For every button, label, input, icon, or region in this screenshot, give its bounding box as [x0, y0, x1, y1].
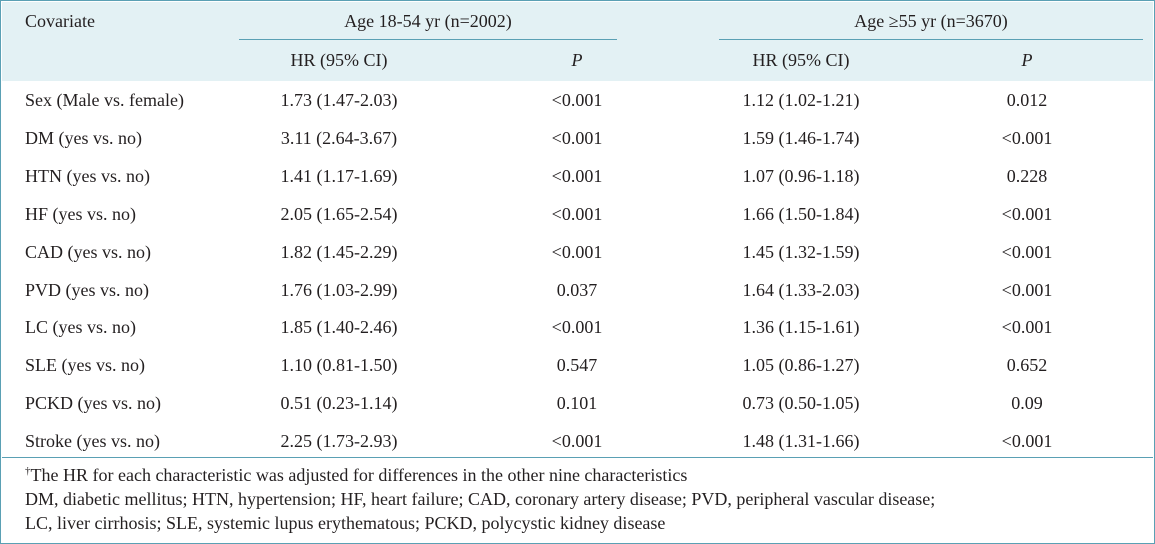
- group2-rule: [719, 39, 1143, 40]
- row-p-group1: 0.547: [556, 355, 598, 375]
- row-hr-group2: 1.66 (1.50-1.84): [742, 204, 860, 224]
- row-hr-group2: 1.05 (0.86-1.27): [742, 355, 860, 375]
- row-p-group2: <0.001: [1001, 204, 1053, 224]
- group1-rule: [239, 39, 617, 40]
- row-p-group1: <0.001: [551, 204, 603, 224]
- row-p-group1: <0.001: [551, 90, 603, 110]
- row-p-group2: <0.001: [1001, 280, 1053, 300]
- row-p-group1: <0.001: [551, 242, 603, 262]
- row-hr-group2: 0.73 (0.50-1.05): [742, 393, 860, 413]
- row-hr-group1: 1.85 (1.40-2.46): [280, 317, 398, 337]
- covariate-column-header: Covariate: [25, 11, 95, 31]
- row-hr-group1: 1.76 (1.03-2.99): [280, 280, 398, 300]
- footnote-adjustment: †The HR for each characteristic was adju…: [25, 464, 1144, 486]
- row-covariate: PCKD (yes vs. no): [25, 393, 162, 413]
- row-hr-group1: 2.25 (1.73-2.93): [280, 431, 398, 451]
- footnote-abbreviations-2: LC, liver cirrhosis; SLE, systemic lupus…: [25, 513, 666, 533]
- group2-hr-header: HR (95% CI): [752, 50, 850, 70]
- row-hr-group2: 1.59 (1.46-1.74): [742, 128, 860, 148]
- row-covariate: LC (yes vs. no): [25, 317, 136, 337]
- row-p-group2: <0.001: [1001, 431, 1053, 451]
- row-hr-group1: 1.41 (1.17-1.69): [280, 166, 398, 186]
- group1-p-header: P: [477, 49, 677, 71]
- row-hr-group2: 1.64 (1.33-2.03): [742, 280, 860, 300]
- row-hr-group2: 1.48 (1.31-1.66): [742, 431, 860, 451]
- row-covariate: HF (yes vs. no): [25, 204, 136, 224]
- row-hr-group1: 1.10 (0.81-1.50): [280, 355, 398, 375]
- footnote-abbreviations-1: DM, diabetic mellitus; HTN, hypertension…: [25, 489, 936, 509]
- group1-p-label: P: [571, 50, 583, 70]
- row-covariate: DM (yes vs. no): [25, 128, 142, 148]
- footnote-adjustment-text: The HR for each characteristic was adjus…: [30, 465, 688, 485]
- row-p-group1: 0.101: [556, 393, 598, 413]
- row-p-group2: <0.001: [1001, 317, 1053, 337]
- row-hr-group1: 0.51 (0.23-1.14): [280, 393, 398, 413]
- row-p-group1: <0.001: [551, 128, 603, 148]
- row-hr-group1: 1.82 (1.45-2.29): [280, 242, 398, 262]
- row-covariate: CAD (yes vs. no): [25, 242, 151, 262]
- table-bottom-rule: [2, 457, 1153, 458]
- group2-header: Age ≥55 yr (n=3670): [854, 11, 1008, 31]
- row-hr-group1: 1.73 (1.47-2.03): [280, 90, 398, 110]
- row-covariate: SLE (yes vs. no): [25, 355, 145, 375]
- dagger-mark: †: [25, 465, 31, 477]
- row-p-group2: <0.001: [1001, 242, 1053, 262]
- group2-p-header: P: [927, 49, 1127, 71]
- row-hr-group1: 3.11 (2.64-3.67): [280, 128, 398, 148]
- row-p-group2: 0.228: [1006, 166, 1048, 186]
- row-hr-group2: 1.45 (1.32-1.59): [742, 242, 860, 262]
- row-covariate: PVD (yes vs. no): [25, 280, 149, 300]
- row-p-group1: <0.001: [551, 166, 603, 186]
- row-covariate: Stroke (yes vs. no): [25, 431, 160, 451]
- row-p-group2: 0.012: [1006, 90, 1048, 110]
- group1-header: Age 18-54 yr (n=2002): [344, 11, 512, 31]
- row-p-group1: 0.037: [556, 280, 598, 300]
- row-hr-group2: 1.36 (1.15-1.61): [742, 317, 860, 337]
- row-p-group2: 0.652: [1006, 355, 1048, 375]
- row-hr-group2: 1.07 (0.96-1.18): [742, 166, 860, 186]
- row-p-group1: <0.001: [551, 431, 603, 451]
- row-covariate: Sex (Male vs. female): [25, 90, 184, 110]
- row-hr-group1: 2.05 (1.65-2.54): [280, 204, 398, 224]
- row-hr-group2: 1.12 (1.02-1.21): [742, 90, 860, 110]
- row-covariate: HTN (yes vs. no): [25, 166, 150, 186]
- row-p-group2: 0.09: [1011, 393, 1043, 413]
- row-p-group1: <0.001: [551, 317, 603, 337]
- table-header-band: [2, 2, 1153, 81]
- group2-p-label: P: [1021, 50, 1033, 70]
- group1-hr-header: HR (95% CI): [290, 50, 388, 70]
- row-p-group2: <0.001: [1001, 128, 1053, 148]
